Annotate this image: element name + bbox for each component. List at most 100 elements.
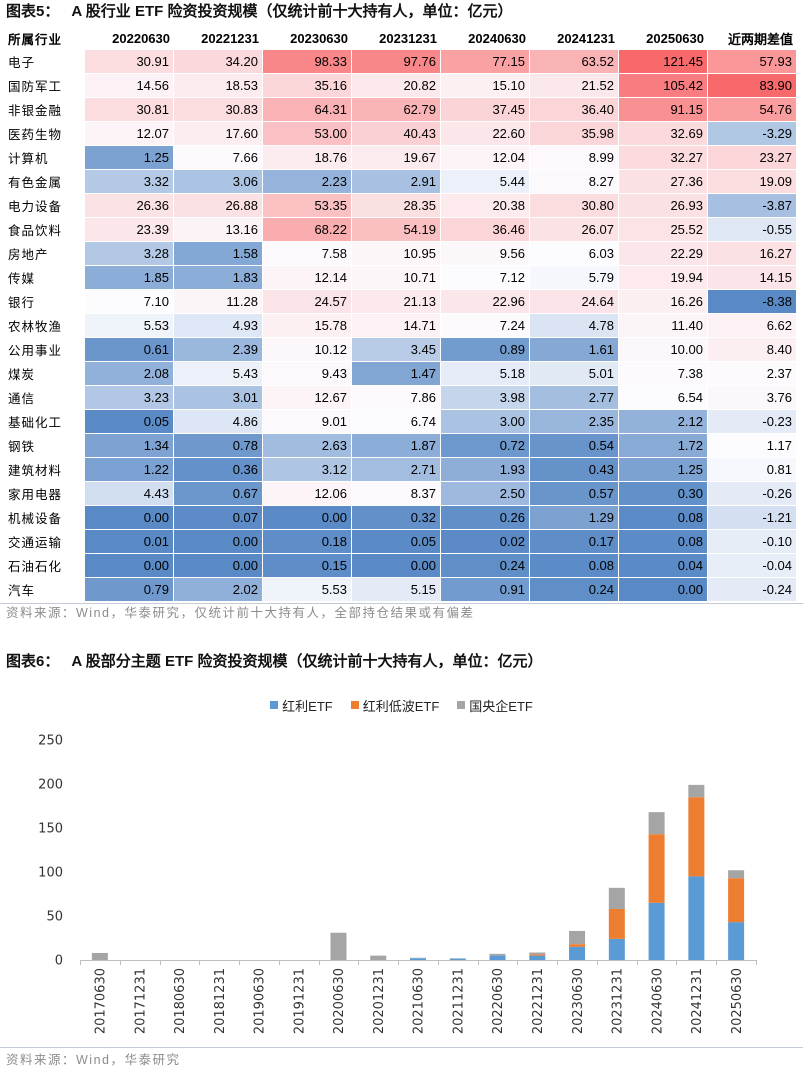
value-cell-20231231: 54.19 (352, 218, 441, 242)
value-cell-20240630: 15.10 (441, 74, 530, 98)
bar-segment-dividend-etf (688, 876, 705, 960)
value-cell-20221231: 4.86 (174, 410, 263, 434)
value-cell-20231231: 2.91 (352, 170, 441, 194)
value-cell-20221231: 0.36 (174, 458, 263, 482)
industry-label: 国防军工 (3, 74, 85, 98)
x-tick-label: 20231231 (611, 968, 626, 1034)
value-cell-20240630: 3.00 (441, 410, 530, 434)
value-cell-20240630: 0.02 (441, 530, 530, 554)
value-cell-20250630: 27.36 (619, 170, 708, 194)
industry-label: 建筑材料 (3, 458, 85, 482)
value-cell-20250630: 32.69 (619, 122, 708, 146)
figure6-title: 图表6： A 股部分主题 ETF 险资投资规模（仅统计前十大持有人，单位：亿元） (6, 652, 542, 672)
industry-label: 计算机 (3, 146, 85, 170)
value-cell-20230630: 68.22 (263, 218, 352, 242)
value-cell-20221231: 0.67 (174, 482, 263, 506)
value-cell-20230630: 15.78 (263, 314, 352, 338)
value-cell-20231231: 2.71 (352, 458, 441, 482)
value-cell-20231231: 28.35 (352, 194, 441, 218)
industry-label: 非银金融 (3, 98, 85, 122)
value-cell-20230630: 53.35 (263, 194, 352, 218)
bar-segment-dividend-etf (569, 946, 586, 960)
value-cell-20231231: 10.95 (352, 242, 441, 266)
x-tick-label: 20210630 (412, 968, 427, 1034)
x-tick-label: 20190630 (253, 968, 268, 1034)
value-cell-20220630: 5.53 (85, 314, 174, 338)
industry-label: 基础化工 (3, 410, 85, 434)
value-cell-20240630: 0.91 (441, 578, 530, 602)
value-cell-20241231: 4.78 (530, 314, 619, 338)
industry-label: 银行 (3, 290, 85, 314)
value-cell-20220630: 0.00 (85, 506, 174, 530)
figure5-title: 图表5： A 股行业 ETF 险资投资规模（仅统计前十大持有人，单位：亿元） (6, 2, 512, 22)
value-cell-20240630: 1.93 (441, 458, 530, 482)
diff-cell: 83.90 (708, 74, 797, 98)
legend-swatch-blue (270, 701, 279, 709)
value-cell-20230630: 7.58 (263, 242, 352, 266)
value-cell-20231231: 14.71 (352, 314, 441, 338)
bar-segment-dividend-etf (449, 958, 466, 960)
header-diff: 近两期差值 (727, 32, 793, 47)
industry-label: 电子 (3, 50, 85, 74)
value-cell-20231231: 62.79 (352, 98, 441, 122)
x-tick-label: 20230630 (571, 968, 586, 1034)
value-cell-20240630: 22.60 (441, 122, 530, 146)
value-cell-20231231: 8.37 (352, 482, 441, 506)
industry-label: 传媒 (3, 266, 85, 290)
x-tick-label: 20170630 (94, 968, 109, 1034)
value-cell-20240630: 7.12 (441, 266, 530, 290)
diff-cell: 8.40 (708, 338, 797, 362)
value-cell-20240630: 5.18 (441, 362, 530, 386)
value-cell-20221231: 2.02 (174, 578, 263, 602)
value-cell-20240630: 0.26 (441, 506, 530, 530)
value-cell-20220630: 0.00 (85, 554, 174, 578)
bar-segment-soe-etf (529, 952, 546, 955)
header-20240630: 20240630 (468, 31, 526, 46)
bar-segment-dividend-etf (648, 902, 665, 960)
value-cell-20240630: 20.38 (441, 194, 530, 218)
x-tick-label: 20221231 (531, 968, 546, 1034)
value-cell-20241231: 2.77 (530, 386, 619, 410)
value-cell-20220630: 1.34 (85, 434, 174, 458)
industry-label: 医药生物 (3, 122, 85, 146)
value-cell-20231231: 21.13 (352, 290, 441, 314)
header-20230630: 20230630 (290, 31, 348, 46)
industry-label: 汽车 (3, 578, 85, 602)
value-cell-20230630: 12.06 (263, 482, 352, 506)
value-cell-20220630: 14.56 (85, 74, 174, 98)
value-cell-20241231: 36.40 (530, 98, 619, 122)
value-cell-20241231: 0.43 (530, 458, 619, 482)
bar-segment-dividend-etf (608, 938, 625, 960)
y-tick-label: 250 (38, 734, 63, 749)
header-20250630: 20250630 (646, 31, 704, 46)
value-cell-20231231: 7.86 (352, 386, 441, 410)
value-cell-20240630: 3.98 (441, 386, 530, 410)
figure6-source: 资料来源：Wind，华泰研究 (6, 1053, 181, 1067)
value-cell-20221231: 1.83 (174, 266, 263, 290)
value-cell-20241231: 8.99 (530, 146, 619, 170)
value-cell-20231231: 0.00 (352, 554, 441, 578)
diff-cell: -3.29 (708, 122, 797, 146)
legend-item-dividend-etf: 红利ETF (270, 696, 333, 715)
value-cell-20230630: 0.00 (263, 506, 352, 530)
diff-cell: -0.26 (708, 482, 797, 506)
value-cell-20250630: 16.26 (619, 290, 708, 314)
value-cell-20241231: 0.54 (530, 434, 619, 458)
x-tick-label: 20201231 (372, 968, 387, 1034)
value-cell-20241231: 5.79 (530, 266, 619, 290)
diff-cell: -8.38 (708, 290, 797, 314)
value-cell-20220630: 23.39 (85, 218, 174, 242)
value-cell-20250630: 7.38 (619, 362, 708, 386)
value-cell-20240630: 77.15 (441, 50, 530, 74)
y-tick-label: 150 (38, 822, 63, 837)
value-cell-20230630: 2.63 (263, 434, 352, 458)
value-cell-20220630: 0.05 (85, 410, 174, 434)
industry-label: 房地产 (3, 242, 85, 266)
figure5-label: 图表5： (6, 3, 60, 20)
value-cell-20220630: 2.08 (85, 362, 174, 386)
value-cell-20241231: 0.24 (530, 578, 619, 602)
value-cell-20220630: 0.79 (85, 578, 174, 602)
header-20220630: 20220630 (112, 31, 170, 46)
bar-segment-dividend-etf (410, 958, 426, 960)
value-cell-20220630: 0.61 (85, 338, 174, 362)
